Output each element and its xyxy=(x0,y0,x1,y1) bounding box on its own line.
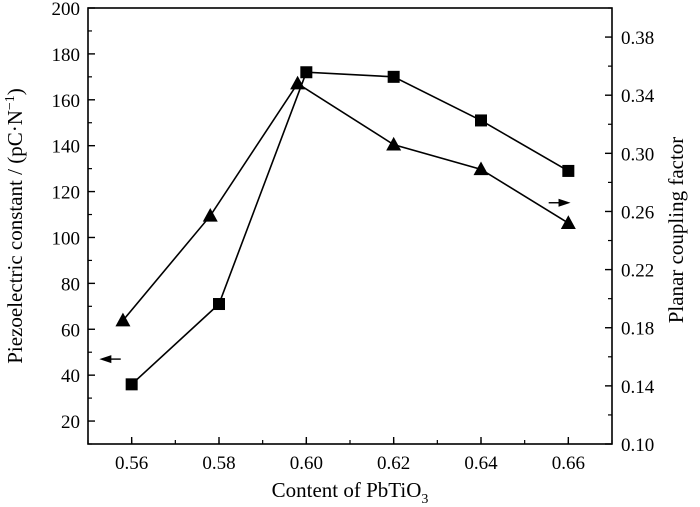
triangle-marker xyxy=(202,208,218,222)
square-marker xyxy=(562,164,575,177)
y-left-tick-label: 60 xyxy=(61,320,80,341)
y-left-tick-label: 200 xyxy=(52,0,81,20)
y-right-tick-label: 0.26 xyxy=(621,202,654,223)
triangle-series-line xyxy=(122,82,569,321)
y-right-tick-label: 0.22 xyxy=(621,261,654,282)
right-arrow-head xyxy=(558,198,571,207)
y-left-axis-title: Piezoelectric constant / (pC·N−1) xyxy=(3,88,27,364)
plot-frame xyxy=(87,7,613,445)
x-tick-label: 0.66 xyxy=(552,453,585,474)
y-right-tick-label: 0.38 xyxy=(621,28,654,49)
triangle-marker xyxy=(290,75,306,90)
y-right-tick-label: 0.14 xyxy=(621,377,655,398)
annotations-layer xyxy=(99,198,571,364)
y-right-axis-title: Planar coupling factor xyxy=(664,137,688,324)
y-right-tick-label: 0.18 xyxy=(621,319,654,340)
y-left-tick-label: 80 xyxy=(61,274,80,295)
triangle-marker xyxy=(115,312,131,327)
y-left-tick-label: 140 xyxy=(52,137,81,158)
square-marker xyxy=(125,378,138,391)
series-layer xyxy=(122,71,569,385)
y-left-tick-label: 180 xyxy=(52,45,81,66)
x-tick-label: 0.58 xyxy=(202,453,235,474)
x-tick-label: 0.64 xyxy=(464,453,498,474)
square-marker xyxy=(387,70,400,83)
y-right-tick-label: 0.30 xyxy=(621,144,654,165)
left-arrow-head xyxy=(99,355,112,364)
y-left-tick-label: 120 xyxy=(52,183,81,204)
x-tick-label: 0.60 xyxy=(290,453,323,474)
y-left-tick-label: 40 xyxy=(61,366,80,387)
x-tick-label: 0.62 xyxy=(377,453,410,474)
square-series-line xyxy=(131,71,569,385)
y-right-tick-label: 0.10 xyxy=(621,435,654,456)
markers-layer xyxy=(115,66,576,391)
y-left-tick-label: 20 xyxy=(61,412,80,433)
square-marker xyxy=(300,66,313,79)
y-right-tick-label: 0.34 xyxy=(621,86,655,107)
x-tick-label: 0.56 xyxy=(115,453,148,474)
x-axis-title: Content of PbTiO3 xyxy=(272,478,429,507)
square-marker xyxy=(475,114,487,127)
triangle-marker xyxy=(473,161,489,176)
triangle-marker xyxy=(386,136,402,151)
triangle-marker xyxy=(560,215,576,229)
square-marker xyxy=(213,298,225,311)
y-left-tick-label: 160 xyxy=(52,91,81,112)
ticks-layer: 0.56 0.58 0.60 0.62 0.64 0.66 20 40 60 80 100 120 14… xyxy=(52,0,655,474)
y-left-tick-label: 100 xyxy=(52,228,81,249)
